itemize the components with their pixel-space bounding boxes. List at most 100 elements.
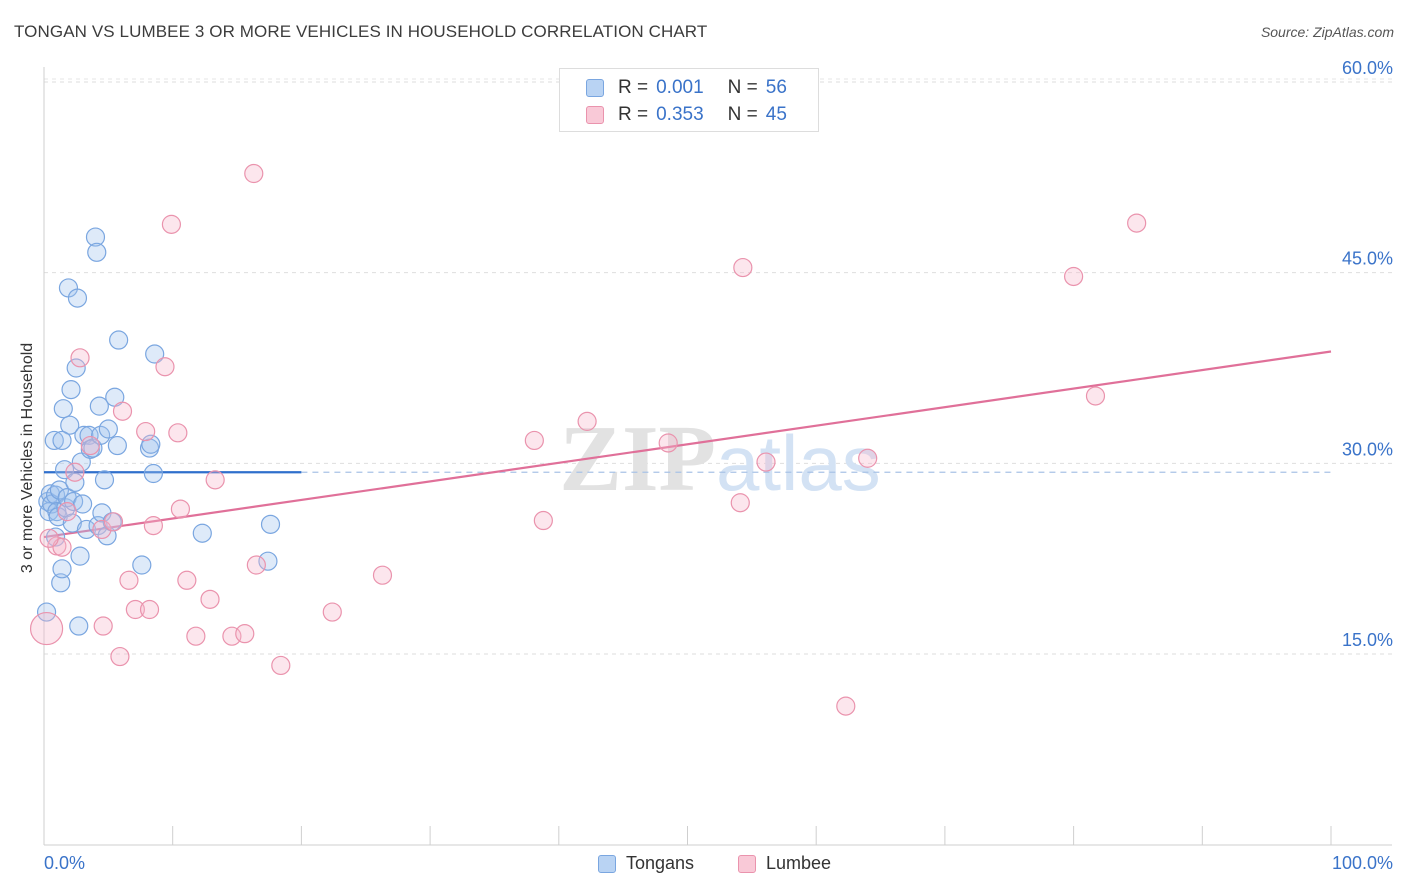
tongans-point	[76, 519, 97, 540]
lumbee-point	[1127, 213, 1147, 233]
lumbee-point	[65, 462, 85, 482]
lumbee-point	[372, 565, 393, 585]
lumbee-point	[1063, 266, 1084, 287]
tongans-point	[60, 415, 80, 435]
lumbee-swatch	[586, 106, 604, 124]
lumbee-point	[733, 257, 753, 278]
correlation-legend: R = 0.001 N = 56 R = 0.353 N = 45	[559, 68, 819, 132]
legend-row-tongans: R = 0.001 N = 56	[586, 77, 793, 99]
tongans-point	[141, 434, 161, 454]
lumbee-point	[271, 655, 291, 676]
tongans-point	[107, 435, 127, 456]
tongans-point	[67, 288, 88, 308]
lumbee-point	[103, 512, 124, 532]
n-value: 45	[765, 104, 787, 125]
tongans-point	[192, 523, 212, 543]
y-axis-label: 3 or more Vehicles in Household	[19, 342, 36, 574]
lumbee-point	[57, 502, 77, 522]
lumbee-point	[92, 519, 112, 540]
tongans-point	[143, 463, 163, 484]
tongans-point	[260, 514, 281, 534]
n-label: N =	[727, 104, 758, 125]
y-tick-label: 30.0%	[1342, 439, 1393, 459]
source-label: Source: ZipAtlas.com	[1260, 24, 1394, 40]
tongans-point	[52, 430, 72, 451]
axes	[43, 67, 1392, 846]
tongans-point	[94, 470, 115, 490]
lumbee-point	[524, 430, 544, 451]
tongans-point	[61, 380, 81, 400]
tongans-point	[45, 485, 66, 505]
lumbee-point	[161, 214, 182, 234]
r-value: 0.001	[656, 77, 704, 98]
tongans-point	[132, 555, 152, 575]
y-tick-label: 15.0%	[1342, 630, 1393, 650]
tongans-point	[49, 480, 70, 500]
r-value: 0.353	[656, 104, 704, 125]
lumbee-point	[658, 433, 678, 453]
lumbee-point	[29, 611, 64, 646]
trend-lines	[43, 350, 1332, 539]
tongans-point	[85, 227, 106, 247]
lumbee-point	[110, 646, 130, 667]
r-label: R =	[618, 77, 649, 98]
tongans-point	[69, 616, 89, 636]
tongans-point	[66, 358, 86, 378]
lumbee-point	[577, 411, 597, 431]
tongans-point	[70, 546, 90, 566]
lumbee-point	[93, 616, 113, 636]
lumbee-swatch	[738, 854, 756, 873]
lumbee-point	[170, 499, 191, 519]
lumbee-point	[200, 589, 220, 609]
lumbee-point	[155, 357, 175, 377]
tongans-point	[98, 419, 118, 439]
lumbee-point	[177, 570, 197, 590]
lumbee-point	[70, 348, 90, 368]
watermark: ZIPatlas	[559, 407, 880, 511]
watermark-atlas: atlas	[716, 419, 881, 507]
lumbee-point	[322, 602, 342, 622]
chart-title: TONGAN VS LUMBEE 3 OR MORE VEHICLES IN H…	[14, 22, 708, 41]
series-legend: Tongans Lumbee	[0, 853, 1406, 877]
tongans-point	[73, 494, 93, 514]
legend-label: Tongans	[626, 853, 695, 873]
lumbee-point	[246, 555, 266, 575]
y-tick-label: 60.0%	[1342, 58, 1393, 78]
r-label: R =	[618, 104, 649, 125]
lumbee-point	[168, 423, 188, 443]
data-points	[29, 163, 1147, 716]
lumbee-point	[244, 163, 264, 184]
lumbee-point	[756, 452, 776, 472]
tongans-point	[44, 430, 64, 451]
lumbee-point	[533, 510, 553, 531]
tongans-point	[53, 399, 73, 419]
legend-item-tongans: Tongans	[598, 853, 694, 874]
tongans-point	[51, 573, 71, 593]
lumbee-point	[836, 696, 856, 716]
lumbee-point	[119, 570, 139, 590]
lumbee-point	[139, 599, 160, 620]
tongans-swatch	[586, 79, 604, 97]
tick-labels: 15.0% 30.0% 45.0% 60.0% 0.0% 100.0%	[44, 58, 1393, 873]
legend-label: Lumbee	[766, 853, 832, 873]
x-tick-label: 0.0%	[44, 853, 85, 873]
lumbee-point	[730, 493, 750, 513]
tongans-point	[258, 551, 278, 571]
lumbee-point	[143, 516, 163, 536]
tongans-swatch	[598, 854, 616, 873]
lumbee-point	[858, 448, 878, 468]
tongans-point	[89, 396, 109, 416]
lumbee-trend-line	[43, 350, 1332, 539]
lumbee-point	[186, 626, 206, 646]
n-label: N =	[727, 77, 758, 98]
x-tick-label: 100.0%	[1332, 853, 1393, 873]
tongans-point	[145, 344, 165, 364]
tongans-point	[62, 513, 82, 533]
n-value: 56	[765, 77, 787, 98]
lumbee-point	[136, 421, 156, 442]
lumbee-point	[39, 528, 59, 548]
tongans-point	[91, 425, 111, 445]
tongans-point	[65, 472, 85, 492]
lumbee-point	[125, 599, 145, 620]
gridlines	[44, 78, 1392, 655]
